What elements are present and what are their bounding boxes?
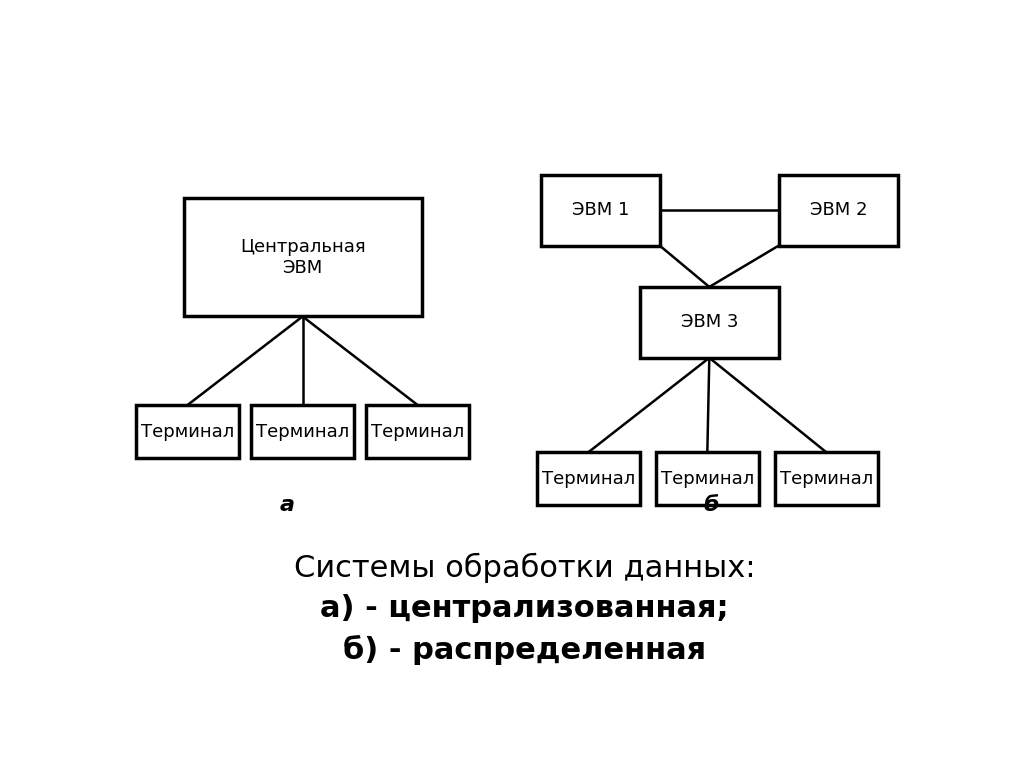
Bar (136, 405, 240, 458)
Bar (367, 405, 469, 458)
Bar (251, 405, 354, 458)
Bar (775, 453, 878, 505)
Text: Терминал: Терминал (542, 470, 635, 488)
Text: Терминал: Терминал (660, 470, 754, 488)
Bar (183, 199, 422, 317)
Text: Центральная
ЭВМ: Центральная ЭВМ (240, 238, 366, 277)
Text: б: б (703, 495, 719, 515)
Text: ЭВМ 3: ЭВМ 3 (681, 314, 738, 331)
Text: ЭВМ 1: ЭВМ 1 (571, 201, 629, 219)
Bar (541, 175, 659, 245)
Bar (537, 453, 640, 505)
Text: Терминал: Терминал (141, 423, 234, 440)
Text: а: а (280, 495, 294, 515)
Bar (655, 453, 759, 505)
Text: Терминал: Терминал (371, 423, 464, 440)
Text: Терминал: Терминал (256, 423, 349, 440)
Bar (640, 287, 779, 357)
Text: а) - централизованная;: а) - централизованная; (321, 594, 729, 624)
Text: Системы обработки данных:: Системы обработки данных: (294, 552, 756, 583)
Text: ЭВМ 2: ЭВМ 2 (810, 201, 867, 219)
Text: б) - распределенная: б) - распределенная (343, 635, 707, 665)
Bar (778, 175, 898, 245)
Text: Терминал: Терминал (779, 470, 873, 488)
